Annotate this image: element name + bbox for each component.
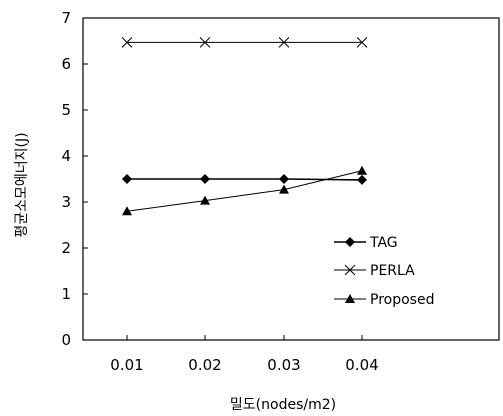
x-tick-label: 0.04	[345, 356, 378, 374]
x-tick-label: 0.01	[110, 356, 143, 374]
legend-entry-tag: TAG	[334, 235, 398, 251]
data-point	[356, 37, 368, 48]
data-point	[278, 37, 290, 48]
y-axis: 0 1 2 3 4 5 6 7	[61, 9, 88, 349]
legend-marker	[344, 264, 356, 276]
y-tick-label: 7	[61, 9, 71, 27]
data-point	[279, 174, 289, 184]
legend-entry-perla: PERLA	[334, 263, 415, 279]
y-tick-label: 5	[61, 101, 71, 119]
series-line	[126, 170, 363, 212]
y-axis-title: 평균소모에너지(J)	[14, 132, 30, 237]
data-point	[200, 174, 210, 184]
plot-area	[82, 17, 500, 341]
series-proposed	[122, 165, 367, 216]
legend: TAG PERLA Proposed	[334, 235, 434, 308]
data-point	[200, 195, 210, 205]
legend-marker	[345, 237, 355, 247]
x-axis-title: 밀도(nodes/m2)	[230, 397, 336, 413]
legend-label: Proposed	[370, 292, 434, 308]
y-tick-label: 6	[61, 55, 71, 73]
y-tick-label: 2	[61, 239, 71, 257]
series-tag	[122, 174, 367, 185]
y-tick-label: 0	[61, 331, 71, 349]
data-point	[279, 184, 289, 194]
series-line	[127, 178, 363, 181]
data-point	[122, 174, 132, 184]
data-point	[357, 174, 367, 185]
x-axis: 0.01 0.02 0.03 0.04	[110, 335, 379, 374]
series-layer	[121, 37, 368, 216]
legend-label: TAG	[369, 235, 398, 251]
data-point	[357, 165, 367, 175]
y-tick-label: 4	[61, 147, 71, 165]
data-point	[122, 206, 132, 216]
x-tick-label: 0.03	[267, 356, 300, 374]
data-point	[199, 37, 211, 48]
legend-label: PERLA	[370, 263, 415, 279]
y-tick-label: 1	[61, 285, 71, 303]
series-perla	[121, 37, 368, 48]
y-tick-label: 3	[61, 193, 71, 211]
x-tick-label: 0.02	[188, 356, 221, 374]
legend-entry-proposed: Proposed	[334, 292, 434, 308]
legend-marker	[345, 294, 355, 303]
data-point	[121, 37, 133, 48]
